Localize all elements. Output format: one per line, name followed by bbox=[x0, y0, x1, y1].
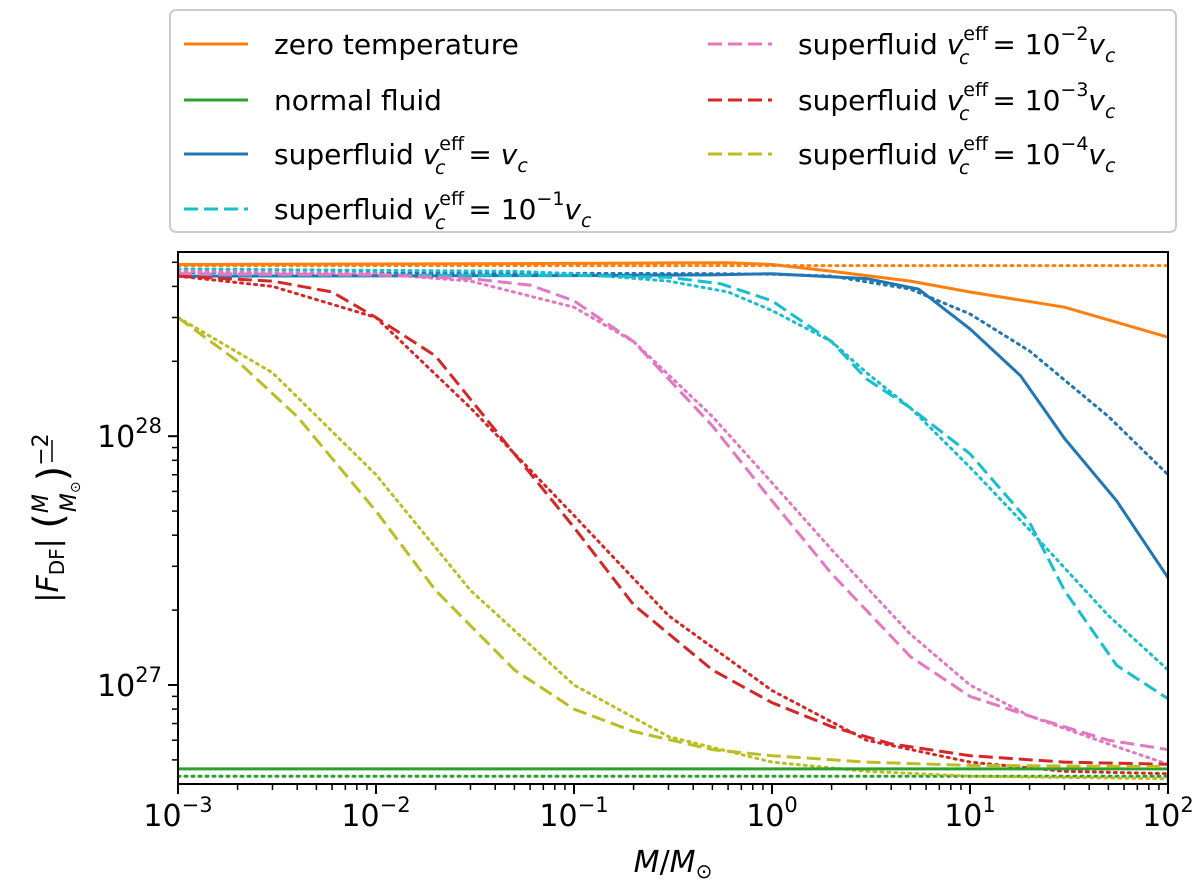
x-tick-label: 100 bbox=[746, 793, 798, 834]
dotted-line-superfluid-v-c-eff-10-4-v-c bbox=[178, 316, 1168, 781]
dotted-line-superfluid-v-c-eff-10-1-v-c bbox=[178, 267, 1168, 672]
legend-label: superfluid veff c = 10−1vc bbox=[274, 188, 592, 234]
x-tick-label: 10−1 bbox=[539, 793, 608, 834]
legend-label: superfluid veff c = 10−3vc bbox=[798, 79, 1116, 125]
x-axis-title: M/M⊙ bbox=[634, 845, 713, 883]
y-axis-title: |FDF| (M M⊙)−2 bbox=[26, 433, 84, 602]
series-line-superfluid-v-c-eff-10-2-v-c bbox=[178, 272, 1168, 752]
legend-label: superfluid veff c = 10−2vc bbox=[798, 23, 1116, 69]
legend-item-superfluid-v-c-eff-10-3-v-c: superfluid veff c = 10−3vc bbox=[708, 79, 1116, 125]
legend-item-zero-temperature: zero temperature bbox=[184, 28, 519, 61]
x-tick-label: 10−3 bbox=[143, 793, 212, 834]
legend-item-superfluid-v-c-eff-10-1-v-c: superfluid veff c = 10−1vc bbox=[184, 188, 592, 234]
x-tick-label: 102 bbox=[1142, 793, 1194, 834]
legend-item-superfluid-v-c-eff-v-c: superfluid veff c = vc bbox=[184, 133, 528, 179]
plot-frame bbox=[177, 251, 1169, 785]
series-line-superfluid-v-c-eff-10-4-v-c bbox=[178, 316, 1168, 769]
plot-area: 10−3 10−2 10−1 100 101 102 1027 1028 bbox=[97, 251, 1194, 834]
svg-text:|FDF| (MM⊙)−2: |FDF| (M M⊙)−2 bbox=[26, 433, 84, 602]
legend-box bbox=[169, 9, 1177, 233]
x-tick-label: 10−2 bbox=[341, 793, 410, 834]
series-line-superfluid-v-c-eff-10-3-v-c bbox=[178, 274, 1168, 766]
series-line-superfluid-v-c-eff-10-1-v-c bbox=[178, 273, 1168, 701]
series-line-zero-temperature bbox=[178, 261, 1168, 339]
legend-label: zero temperature bbox=[274, 28, 519, 61]
y-tick-label: 1028 bbox=[97, 414, 162, 455]
legend-item-normal-fluid: normal fluid bbox=[184, 84, 442, 117]
legend-item-superfluid-v-c-eff-10-4-v-c: superfluid veff c = 10−4vc bbox=[708, 133, 1116, 179]
series-line-superfluid-v-c-eff-v-c bbox=[178, 272, 1168, 579]
ticks-layer: 10−3 10−2 10−1 100 101 102 1027 1028 bbox=[97, 261, 1194, 834]
y-tick-label: 1027 bbox=[97, 663, 162, 704]
dotted-line-superfluid-v-c-eff-10-3-v-c bbox=[178, 274, 1168, 776]
series-layer bbox=[178, 261, 1168, 781]
legend-label: normal fluid bbox=[274, 84, 442, 117]
x-tick-label: 101 bbox=[944, 793, 996, 834]
legend-item-superfluid-v-c-eff-10-2-v-c: superfluid veff c = 10−2vc bbox=[708, 23, 1116, 69]
legend-items: zero temperature normal fluid superfluid v… bbox=[184, 23, 1116, 234]
legend-label: superfluid veff c = 10−4vc bbox=[798, 133, 1116, 179]
legend: zero temperature normal fluid superfluid v… bbox=[169, 9, 1177, 234]
legend-label: superfluid veff c = vc bbox=[274, 133, 528, 179]
